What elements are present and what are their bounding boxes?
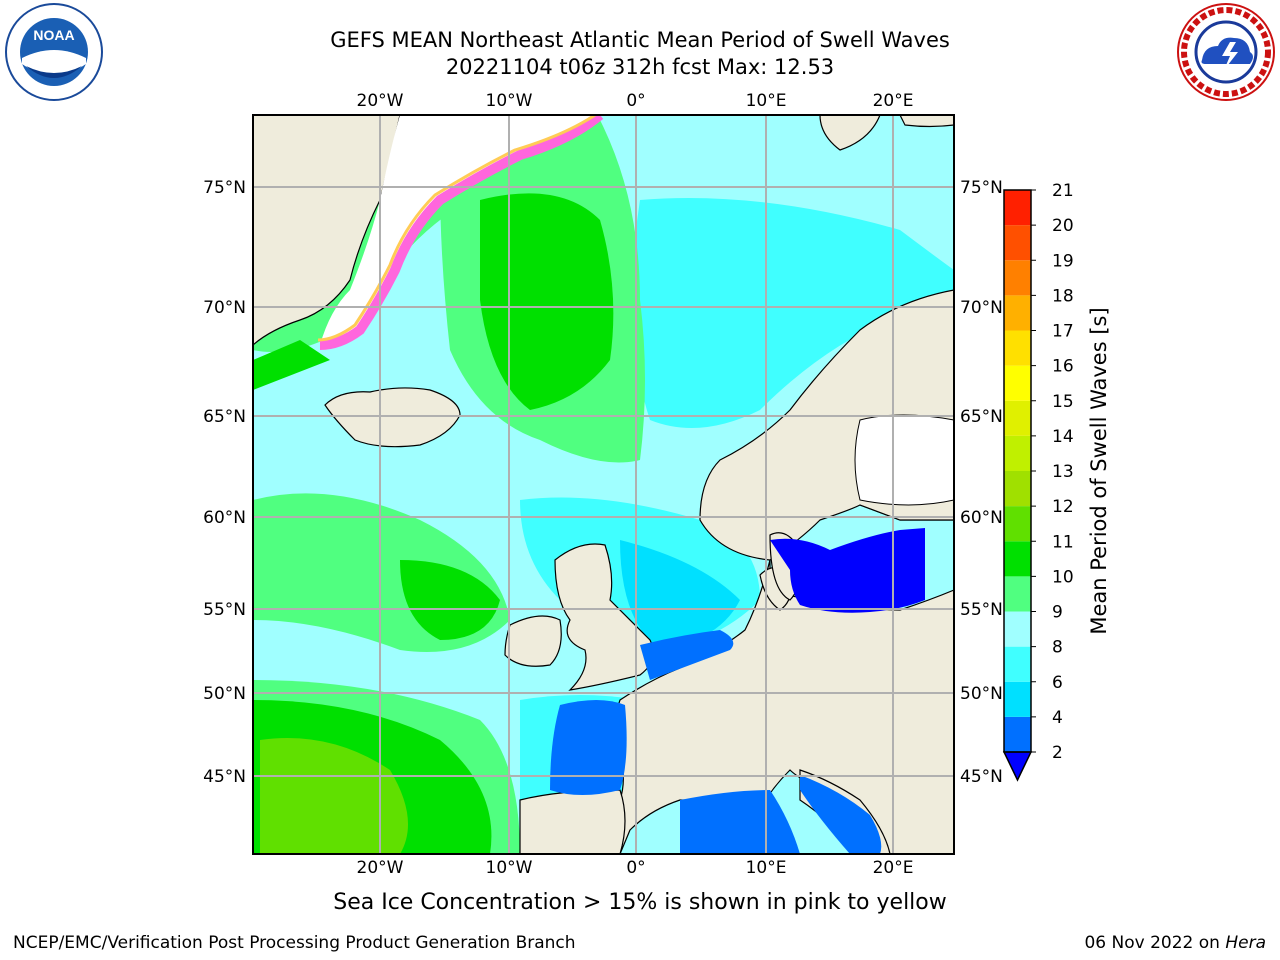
lon-label-bottom: 0° bbox=[626, 858, 645, 878]
colorbar-label: Mean Period of Swell Waves [s] bbox=[1087, 307, 1111, 634]
band-8s-norwegian bbox=[632, 198, 954, 428]
colorbar-tick-label: 8 bbox=[1052, 638, 1063, 658]
ireland-land bbox=[504, 615, 562, 667]
lat-label-left: 55°N bbox=[203, 600, 246, 620]
lat-label-left: 50°N bbox=[203, 684, 246, 704]
colorbar-tick-label: 12 bbox=[1052, 497, 1074, 517]
lon-label-top: 0° bbox=[626, 91, 645, 111]
bay-of-biscay bbox=[550, 700, 627, 795]
noaa-logo: NOAA bbox=[4, 2, 104, 102]
lat-label-left: 45°N bbox=[203, 767, 246, 787]
colorbar-tick-label: 14 bbox=[1052, 427, 1074, 447]
lat-label-left: 70°N bbox=[203, 298, 246, 318]
sea-ice-caption: Sea Ice Concentration > 15% is shown in … bbox=[333, 890, 947, 915]
colorbar-tick-label: 10 bbox=[1052, 567, 1074, 587]
svalbard-land bbox=[819, 115, 881, 151]
noaa-logo-text: NOAA bbox=[33, 27, 74, 43]
colorbar bbox=[1002, 189, 1036, 782]
chart-title: GEFS MEAN Northeast Atlantic Mean Period… bbox=[330, 28, 950, 52]
colorbar-segment bbox=[1004, 400, 1031, 436]
colorbar-tick-label: 9 bbox=[1052, 603, 1063, 623]
britain-land bbox=[554, 543, 654, 691]
lat-label-left: 60°N bbox=[203, 508, 246, 528]
band-11s-central bbox=[480, 193, 614, 410]
lat-label-right: 55°N bbox=[960, 600, 1003, 620]
lat-label-left: 65°N bbox=[203, 407, 246, 427]
colorbar-tick-label: 19 bbox=[1052, 251, 1074, 271]
colorbar-tick-label: 6 bbox=[1052, 673, 1063, 693]
colorbar-tick-label: 21 bbox=[1052, 181, 1074, 201]
footer-branch: NCEP/EMC/Verification Post Processing Pr… bbox=[13, 933, 576, 953]
colorbar-segment bbox=[1004, 295, 1031, 331]
colorbar-tick-label: 17 bbox=[1052, 322, 1074, 342]
colorbar-tick-label: 13 bbox=[1052, 462, 1074, 482]
footer-date-text: 06 Nov 2022 on bbox=[1084, 933, 1226, 953]
lon-label-top: 10°E bbox=[746, 91, 787, 111]
lat-label-right: 45°N bbox=[960, 767, 1003, 787]
nws-logo bbox=[1176, 2, 1276, 102]
colorbar-tick-label: 16 bbox=[1052, 357, 1074, 377]
colorbar-segment bbox=[1004, 190, 1031, 226]
colorbar-segment bbox=[1004, 506, 1031, 542]
band-11s-west bbox=[253, 340, 330, 390]
colorbar-segment bbox=[1004, 471, 1031, 507]
lon-label-bottom: 20°W bbox=[357, 858, 404, 878]
map-field bbox=[253, 115, 954, 854]
colorbar-tick-label: 4 bbox=[1052, 708, 1063, 728]
colorbar-tick-label: 11 bbox=[1052, 532, 1074, 552]
ice-free-white-zone bbox=[320, 115, 600, 345]
lat-label-right: 70°N bbox=[960, 298, 1003, 318]
map-gridlines bbox=[253, 115, 954, 854]
colorbar-tick-label: 18 bbox=[1052, 286, 1074, 306]
band-6s-north-sea bbox=[620, 540, 740, 650]
lat-label-right: 60°N bbox=[960, 508, 1003, 528]
footer-host: Hera bbox=[1225, 933, 1266, 953]
band-11s-rockall bbox=[400, 560, 500, 640]
colorbar-segment bbox=[1004, 681, 1031, 717]
colorbar-tick-label: 20 bbox=[1052, 216, 1074, 236]
southern-north-sea bbox=[640, 630, 734, 680]
iberia-land bbox=[519, 789, 626, 854]
lat-label-right: 50°N bbox=[960, 684, 1003, 704]
lat-label-left: 75°N bbox=[203, 178, 246, 198]
colorbar-segment bbox=[1004, 716, 1031, 752]
sea-ice-edge-pink bbox=[319, 115, 604, 350]
lat-label-right: 65°N bbox=[960, 407, 1003, 427]
lat-label-right: 75°N bbox=[960, 178, 1003, 198]
band-12s-southwest bbox=[260, 738, 408, 854]
colorbar-segment bbox=[1004, 330, 1031, 366]
colorbar-segment bbox=[1004, 576, 1031, 612]
gulf-of-bothnia bbox=[854, 414, 954, 506]
colorbar-extend-triangle bbox=[1002, 751, 1033, 782]
adriatic-tyrrhenian bbox=[800, 775, 882, 854]
footer-date: 06 Nov 2022 on Hera bbox=[1084, 933, 1266, 953]
baltic-sea bbox=[770, 528, 925, 613]
colorbar-tick-label: 15 bbox=[1052, 392, 1074, 412]
colorbar-tick-label: 2 bbox=[1052, 743, 1063, 763]
chart-subtitle: 20221104 t06z 312h fcst Max: 12.53 bbox=[445, 55, 835, 79]
sea-ice-edge-yellow bbox=[317, 115, 596, 342]
colorbar-segment bbox=[1004, 541, 1031, 577]
colorbar-segment bbox=[1004, 646, 1031, 682]
colorbar-segment bbox=[1004, 260, 1031, 296]
lon-label-bottom: 20°E bbox=[873, 858, 914, 878]
lon-label-top: 10°W bbox=[486, 91, 533, 111]
colorbar-segment bbox=[1004, 365, 1031, 401]
western-mediterranean bbox=[680, 790, 800, 854]
lon-label-top: 20°E bbox=[873, 91, 914, 111]
lon-label-bottom: 10°W bbox=[486, 858, 533, 878]
colorbar-segment bbox=[1004, 611, 1031, 647]
svalbard-east-land bbox=[899, 115, 954, 128]
lon-label-top: 20°W bbox=[357, 91, 404, 111]
map-frame bbox=[252, 114, 955, 855]
lon-label-bottom: 10°E bbox=[746, 858, 787, 878]
colorbar-segment bbox=[1004, 435, 1031, 471]
colorbar-segment bbox=[1004, 225, 1031, 261]
